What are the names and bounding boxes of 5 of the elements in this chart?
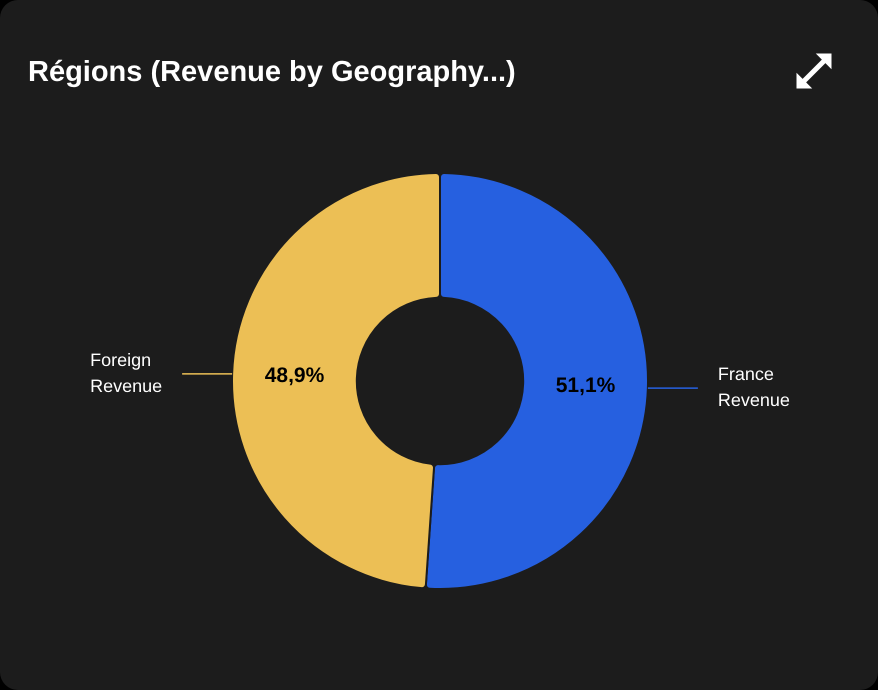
chart-title: Régions (Revenue by Geography...) xyxy=(28,55,516,90)
data-label: 51,1% xyxy=(556,374,616,397)
slice-label: Foreign Revenue xyxy=(90,350,162,396)
slice-label: France Revenue xyxy=(718,364,790,410)
data-label: 48,9% xyxy=(264,364,325,387)
